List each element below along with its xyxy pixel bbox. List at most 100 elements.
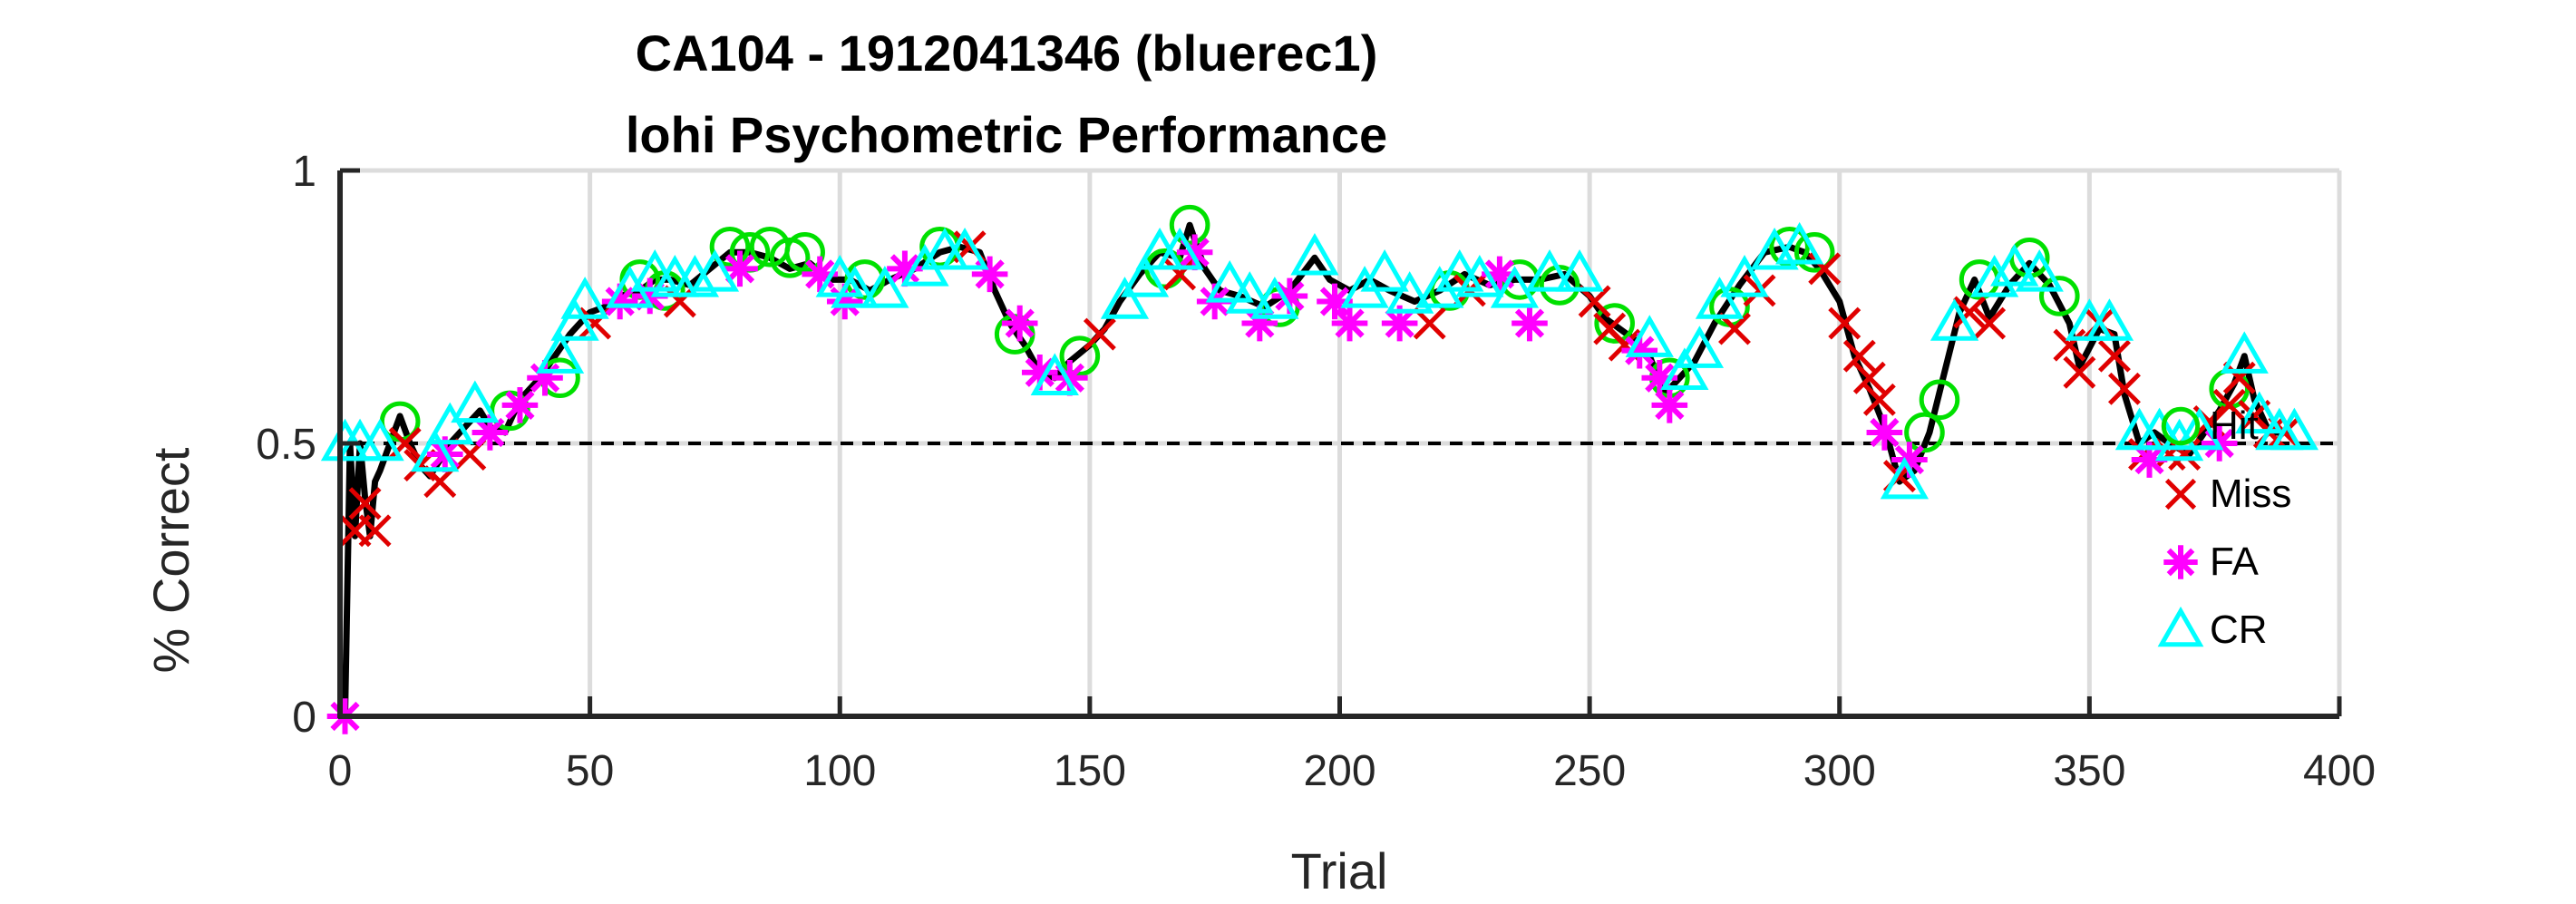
cr-marker: [1775, 221, 1824, 265]
hit-marker: [1169, 204, 1210, 246]
fa-marker: [631, 277, 668, 315]
cr-marker: [2085, 298, 2134, 341]
hit-marker: [1594, 303, 1635, 344]
cr-marker: [1030, 353, 1079, 395]
hit-marker: [1059, 335, 1101, 376]
trial-markers: [320, 204, 2319, 734]
miss-marker: [423, 465, 457, 499]
cr-marker: [2175, 407, 2224, 451]
cr-marker: [940, 227, 989, 270]
cr-marker: [1120, 255, 1170, 297]
fa-marker: [1866, 414, 1903, 451]
legend-entry-cr: CR: [2157, 606, 2268, 652]
cr-marker: [1880, 456, 1930, 500]
y-axis-label: % Correct: [142, 447, 199, 673]
fa-marker: [2131, 442, 2168, 478]
cr-marker: [831, 266, 880, 308]
y-tick-label: 1: [292, 148, 316, 196]
legend-entry-fa: FA: [2163, 539, 2259, 584]
cr-marker: [1660, 347, 1709, 390]
legend-entry-hit: Hit: [2161, 403, 2259, 448]
miss-marker: [1973, 306, 2007, 340]
tick-labels: 0 50 100 150 200 250 300 350 400 0 0.5 1: [256, 148, 2376, 795]
miss-marker: [1862, 383, 1896, 416]
cr-marker: [451, 380, 500, 423]
legend-marker: [2161, 406, 2201, 446]
miss-marker: [348, 487, 382, 520]
hit-marker: [2039, 276, 2080, 316]
fa-marker: [1176, 234, 1213, 271]
hit-marker: [1793, 232, 1835, 273]
fa-marker: [1001, 305, 1038, 342]
cr-marker: [550, 298, 599, 341]
miss-marker: [2053, 328, 2086, 362]
cr-marker: [1385, 271, 1434, 314]
legend: Hit Miss FA CR: [2157, 403, 2291, 652]
cr-marker: [1675, 326, 1725, 368]
miss-marker: [2212, 388, 2246, 422]
cr-marker: [860, 266, 909, 308]
cr-marker: [670, 255, 720, 297]
cr-marker: [1435, 249, 1484, 292]
hit-marker: [1919, 379, 1960, 421]
miss-marker: [1953, 296, 1987, 329]
miss-marker: [1083, 317, 1116, 351]
cr-marker: [1225, 271, 1274, 314]
cr-marker: [2220, 331, 2269, 374]
hit-marker: [1769, 226, 1810, 267]
miss-marker: [2063, 355, 2096, 389]
fa-marker: [1241, 305, 1278, 342]
y-tick-label: 0: [292, 694, 316, 742]
miss-marker: [2097, 339, 2131, 373]
chart-title: CA104 - 1912041346 (bluerec1): [636, 24, 1378, 82]
fa-marker: [1621, 332, 1658, 369]
fa-marker: [1381, 305, 1418, 342]
fa-marker: [802, 256, 838, 293]
axes: [337, 168, 2342, 719]
fa-marker: [527, 359, 563, 396]
cr-marker: [355, 418, 404, 462]
fa-marker: [601, 283, 638, 320]
miss-marker: [663, 285, 696, 318]
legend-label: Miss: [2210, 471, 2291, 516]
y-tick-label: 0.5: [256, 421, 316, 469]
miss-marker: [1163, 258, 1197, 291]
cr-marker: [411, 429, 460, 472]
x-tick-label: 400: [2303, 747, 2376, 795]
cr-marker: [1695, 277, 1745, 319]
fa-marker: [471, 414, 509, 451]
cr-marker: [535, 331, 585, 374]
cr-marker: [560, 277, 609, 319]
cr-marker: [630, 249, 679, 292]
miss-marker: [1842, 339, 1876, 373]
cr-marker: [1250, 277, 1299, 319]
miss-marker: [2107, 372, 2141, 405]
fa-marker: [1317, 283, 1353, 320]
legend-label: FA: [2210, 539, 2259, 584]
cr-marker: [1490, 266, 1540, 308]
x-tick-label: 50: [566, 747, 614, 795]
fa-marker: [1512, 305, 1548, 342]
fa-marker: [1052, 359, 1088, 396]
fa-marker: [1482, 256, 1518, 293]
cr-marker: [1100, 277, 1150, 319]
fa-marker: [1651, 387, 1688, 423]
cr-marker: [1525, 249, 1574, 292]
hit-marker: [784, 232, 825, 273]
cr-marker: [1455, 255, 1504, 297]
legend-marker: [2157, 606, 2204, 647]
hit-marker: [844, 259, 886, 300]
hit-marker: [1904, 412, 1945, 453]
cr-marker: [2134, 407, 2184, 451]
fa-marker: [826, 283, 863, 320]
fa-marker: [971, 256, 1008, 293]
cr-marker: [1625, 315, 1674, 357]
cr-marker: [1205, 260, 1254, 303]
fa-marker: [722, 250, 758, 287]
cr-marker: [1930, 298, 1979, 341]
cr-marker: [1360, 249, 1409, 292]
miss-marker: [358, 514, 392, 548]
cr-marker: [2270, 407, 2319, 451]
fa-marker: [1331, 305, 1368, 342]
